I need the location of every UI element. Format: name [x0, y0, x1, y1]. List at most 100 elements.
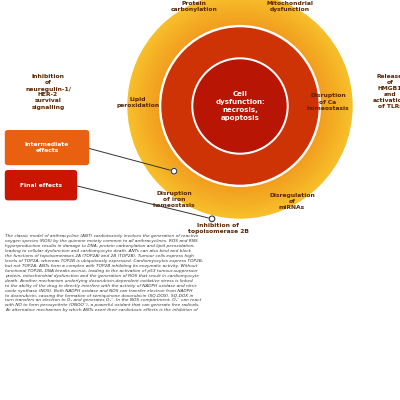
Circle shape — [219, 85, 261, 127]
Circle shape — [197, 63, 283, 150]
Circle shape — [162, 28, 318, 184]
Circle shape — [222, 88, 258, 124]
Circle shape — [202, 68, 278, 144]
Circle shape — [182, 49, 297, 163]
Circle shape — [170, 36, 310, 176]
Circle shape — [163, 29, 317, 183]
Circle shape — [138, 4, 342, 208]
Circle shape — [194, 60, 286, 152]
Circle shape — [229, 95, 251, 117]
Circle shape — [192, 58, 288, 154]
Circle shape — [166, 32, 314, 180]
Circle shape — [155, 20, 326, 191]
Circle shape — [177, 43, 303, 169]
Text: Cell
dysfunction:
necrosis,
apoptosis: Cell dysfunction: necrosis, apoptosis — [215, 91, 265, 121]
Circle shape — [139, 5, 341, 207]
Circle shape — [223, 89, 257, 123]
Circle shape — [188, 54, 292, 158]
Circle shape — [132, 0, 348, 214]
Circle shape — [214, 79, 267, 133]
Circle shape — [210, 77, 270, 135]
Circle shape — [142, 8, 338, 204]
Text: Inhibition
of
neuregulin-1/
HER-2
survival
signalling: Inhibition of neuregulin-1/ HER-2 surviv… — [25, 74, 71, 110]
Text: Final effects: Final effects — [20, 183, 62, 188]
Circle shape — [169, 35, 311, 177]
Circle shape — [195, 61, 285, 151]
Circle shape — [156, 22, 324, 190]
Circle shape — [159, 25, 321, 187]
Circle shape — [134, 0, 346, 212]
Circle shape — [162, 28, 318, 184]
Circle shape — [146, 12, 334, 200]
Circle shape — [180, 46, 300, 166]
Circle shape — [150, 16, 330, 196]
Circle shape — [184, 50, 296, 162]
Circle shape — [209, 75, 271, 137]
Circle shape — [216, 82, 264, 130]
Text: Protein
carbonylation: Protein carbonylation — [170, 1, 218, 12]
Circle shape — [194, 60, 286, 152]
Circle shape — [178, 44, 302, 168]
Circle shape — [160, 26, 320, 186]
Circle shape — [206, 72, 274, 140]
Circle shape — [204, 70, 276, 142]
Circle shape — [233, 99, 247, 113]
Circle shape — [160, 26, 320, 186]
Circle shape — [171, 168, 177, 174]
Circle shape — [186, 51, 294, 160]
Circle shape — [208, 74, 272, 138]
Text: Inhibition of
topoisomerase 2B: Inhibition of topoisomerase 2B — [188, 223, 248, 234]
Circle shape — [198, 64, 282, 148]
Circle shape — [190, 56, 290, 156]
Circle shape — [131, 0, 349, 215]
Circle shape — [225, 91, 256, 121]
Text: Disruption
of Ca
homeostasis: Disruption of Ca homeostasis — [307, 94, 349, 110]
Circle shape — [149, 15, 331, 197]
Circle shape — [173, 39, 307, 173]
Text: Mitochondrial
dysfunction: Mitochondrial dysfunction — [266, 1, 314, 12]
Circle shape — [167, 33, 313, 179]
Circle shape — [220, 86, 260, 126]
Circle shape — [164, 30, 316, 182]
Circle shape — [181, 47, 299, 165]
Circle shape — [136, 2, 344, 210]
Circle shape — [187, 53, 293, 159]
Circle shape — [232, 98, 248, 114]
FancyBboxPatch shape — [5, 130, 89, 165]
Circle shape — [226, 92, 254, 120]
Circle shape — [176, 42, 304, 170]
Circle shape — [209, 216, 215, 222]
Circle shape — [227, 93, 253, 119]
Circle shape — [192, 58, 288, 154]
FancyBboxPatch shape — [5, 170, 77, 200]
Circle shape — [230, 96, 250, 116]
Circle shape — [201, 67, 279, 145]
Circle shape — [234, 100, 246, 112]
Text: Disregulation
of
miRNAs: Disregulation of miRNAs — [269, 193, 315, 210]
Circle shape — [143, 9, 337, 203]
Circle shape — [238, 105, 242, 107]
Circle shape — [128, 0, 352, 218]
Circle shape — [145, 11, 335, 201]
Circle shape — [215, 81, 265, 131]
Circle shape — [171, 37, 309, 174]
Circle shape — [205, 71, 275, 141]
Circle shape — [191, 57, 289, 155]
Circle shape — [141, 6, 339, 206]
Text: Lipid
peroxidation: Lipid peroxidation — [116, 96, 160, 108]
Text: Intermediate
effects: Intermediate effects — [25, 142, 69, 153]
Circle shape — [153, 19, 327, 193]
Circle shape — [129, 0, 350, 217]
Circle shape — [199, 65, 281, 146]
Circle shape — [237, 103, 243, 109]
Circle shape — [135, 1, 345, 211]
Circle shape — [152, 18, 328, 194]
Circle shape — [218, 84, 262, 128]
Circle shape — [236, 102, 244, 110]
Text: Release
of
HMGB1
and
activation
of TLRs: Release of HMGB1 and activation of TLRs — [373, 74, 400, 110]
Text: The classic model of anthracycline (ANT) cardiotoxicity involves the generation : The classic model of anthracycline (ANT)… — [5, 234, 203, 312]
Circle shape — [174, 40, 306, 172]
Circle shape — [157, 23, 323, 189]
Circle shape — [148, 14, 332, 198]
Circle shape — [212, 78, 268, 134]
